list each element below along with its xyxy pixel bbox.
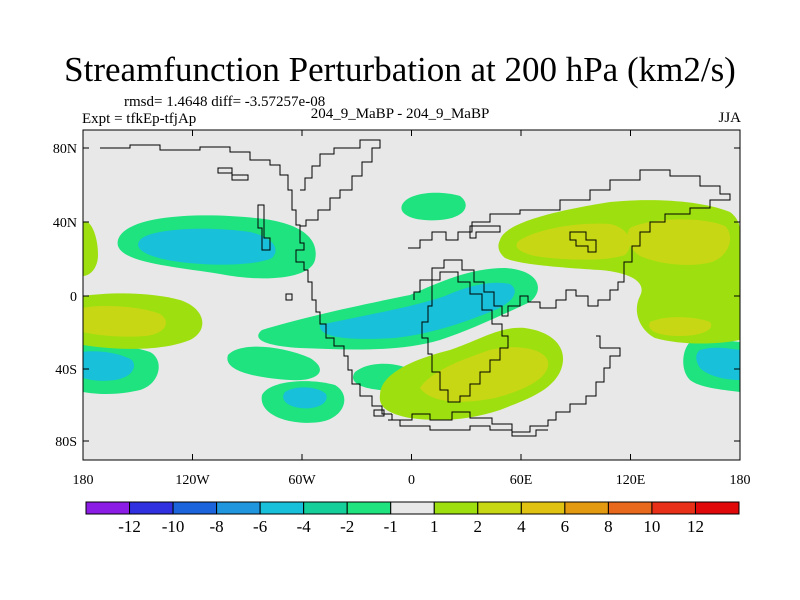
negative-anomaly-core — [138, 228, 276, 265]
colorbar-swatch — [390, 501, 435, 515]
coastline — [469, 225, 501, 239]
lat-tick-label: 80S — [55, 435, 77, 450]
coastline — [373, 409, 385, 417]
season-label: JJA — [718, 110, 741, 126]
stats-text: rmsd= 1.4648 diff= -3.57257e-08 — [124, 94, 326, 110]
coastline — [408, 169, 731, 317]
colorbar-swatch — [172, 501, 218, 515]
negative-anomaly-region — [401, 192, 466, 221]
coastline — [391, 347, 621, 433]
coastline — [569, 231, 597, 253]
lat-tick-label: 80N — [53, 142, 77, 157]
colorbar-label: -8 — [210, 517, 224, 536]
negative-anomaly-region — [227, 346, 320, 381]
positive-anomaly-core — [627, 219, 731, 265]
experiment-label: Expt = tfkEp-tfjAp — [82, 111, 197, 127]
colorbar-swatch — [216, 501, 261, 515]
plot-title: Streamfunction Perturbation at 200 hPa (… — [64, 50, 736, 89]
colorbar-label: 6 — [561, 517, 570, 536]
colorbar-swatch — [433, 501, 479, 515]
colorbar-swatch — [129, 501, 174, 515]
negative-anomaly-core — [83, 351, 135, 381]
colorbar-label: 1 — [430, 517, 439, 536]
positive-anomaly-core — [516, 223, 630, 260]
negative-anomaly-core — [319, 282, 515, 339]
colorbar-label: -2 — [340, 517, 354, 536]
axis-ticks — [82, 130, 741, 460]
lon-tick-label: 120E — [616, 473, 646, 488]
field-layer — [83, 130, 740, 460]
colorbar-swatch — [607, 501, 653, 515]
lon-tick-label: 180 — [73, 473, 94, 488]
axis-tick-labels: 80N 40N 0 40S 80S 180 120W 60W 0 60E 120E 180 — [53, 142, 751, 488]
case-label: 204_9_MaBP - 204_9_MaBP — [310, 106, 490, 122]
colorbar-label: -10 — [162, 517, 185, 536]
coastline — [596, 335, 601, 348]
colorbar-swatch — [303, 501, 348, 515]
colorbar-swatch — [694, 501, 740, 515]
lon-tick-label: 0 — [408, 473, 415, 488]
positive-anomaly-core — [83, 306, 166, 337]
colorbar-label: -4 — [297, 517, 312, 536]
colorbar-label: -12 — [118, 517, 141, 536]
colorbar-label: 12 — [687, 517, 704, 536]
colorbar-label: -1 — [384, 517, 398, 536]
colorbar-label: 10 — [643, 517, 660, 536]
colorbar-swatch — [651, 501, 696, 515]
colorbar-label: 4 — [517, 517, 526, 536]
lon-tick-label: 120W — [175, 473, 210, 488]
colorbar: -12 -10 -8 -6 -4 -2 -1 1 2 4 6 8 10 12 — [85, 501, 740, 536]
coastline — [257, 204, 271, 251]
coastlines — [100, 139, 731, 437]
negative-anomaly-core — [283, 387, 327, 409]
colorbar-label: -6 — [253, 517, 267, 536]
positive-anomaly-region — [83, 221, 98, 276]
colorbar-swatch — [85, 501, 131, 515]
lon-tick-label: 60E — [510, 473, 533, 488]
coastline — [300, 139, 381, 227]
lat-tick-label: 40S — [55, 363, 77, 378]
colorbar-label: 2 — [474, 517, 483, 536]
coastline — [388, 419, 548, 437]
lon-tick-label: 60W — [288, 473, 316, 488]
lon-tick-label: 180 — [730, 473, 751, 488]
colorbar-swatch — [564, 501, 609, 515]
positive-anomaly-core — [420, 347, 549, 402]
colorbar-swatch — [259, 501, 305, 515]
coastline — [217, 167, 249, 181]
negative-anomaly-core — [696, 347, 740, 380]
colorbar-swatch — [346, 501, 392, 515]
coastline — [285, 293, 293, 301]
colorbar-label: 8 — [604, 517, 613, 536]
coastline — [100, 144, 392, 415]
colorbar-swatch — [520, 501, 566, 515]
positive-anomaly-core — [649, 317, 712, 336]
lat-tick-label: 0 — [70, 290, 77, 305]
lat-tick-label: 40N — [53, 216, 77, 231]
colorbar-swatch — [477, 501, 522, 515]
coastline — [421, 271, 509, 403]
